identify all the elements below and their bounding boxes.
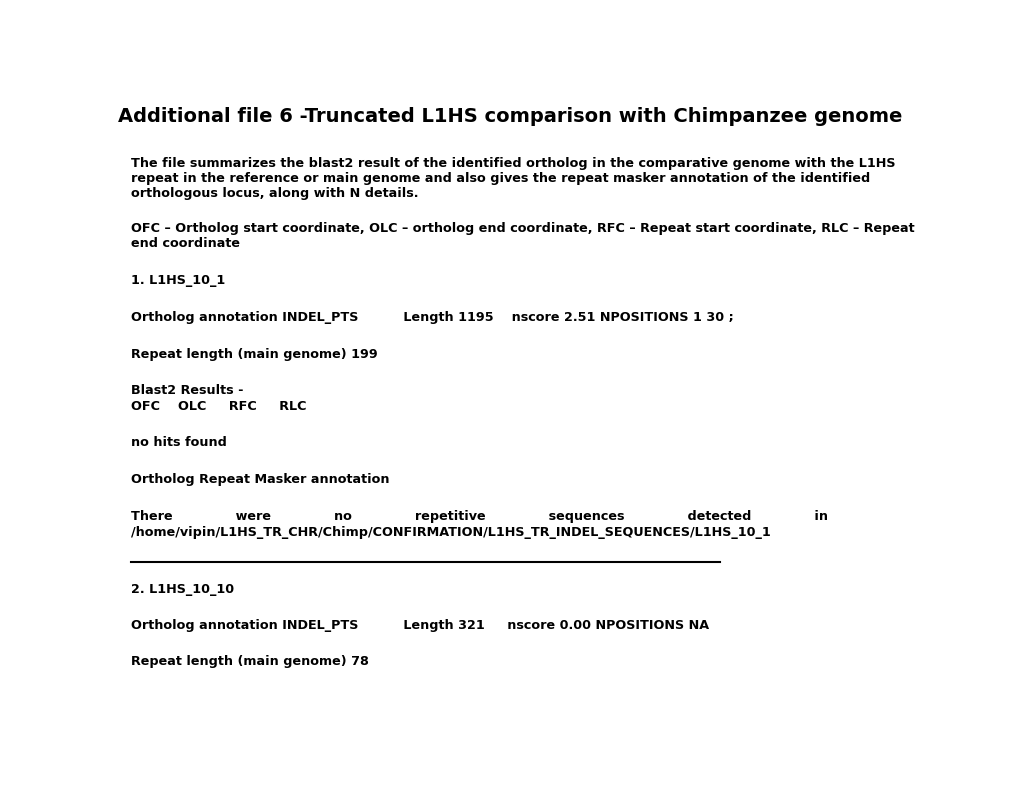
Text: repeat in the reference or main genome and also gives the repeat masker annotati: repeat in the reference or main genome a… [130, 172, 869, 185]
Text: Blast2 Results -: Blast2 Results - [130, 384, 243, 397]
Text: OFC    OLC     RFC     RLC: OFC OLC RFC RLC [130, 400, 306, 413]
Text: /home/vipin/L1HS_TR_CHR/Chimp/CONFIRMATION/L1HS_TR_INDEL_SEQUENCES/L1HS_10_1: /home/vipin/L1HS_TR_CHR/Chimp/CONFIRMATI… [130, 526, 769, 539]
Text: Repeat length (main genome) 199: Repeat length (main genome) 199 [130, 348, 377, 361]
Text: There              were              no              repetitive              seq: There were no repetitive seq [130, 510, 826, 523]
Text: orthologous locus, along with N details.: orthologous locus, along with N details. [130, 187, 418, 200]
Text: no hits found: no hits found [130, 436, 226, 449]
Text: Ortholog annotation INDEL_PTS          Length 1195    nscore 2.51 NPOSITIONS 1 3: Ortholog annotation INDEL_PTS Length 119… [130, 311, 733, 324]
Text: 2. L1HS_10_10: 2. L1HS_10_10 [130, 583, 233, 596]
Text: The file summarizes the blast2 result of the identified ortholog in the comparat: The file summarizes the blast2 result of… [130, 157, 895, 170]
Text: end coordinate: end coordinate [130, 237, 239, 250]
Text: OFC – Ortholog start coordinate, OLC – ortholog end coordinate, RFC – Repeat sta: OFC – Ortholog start coordinate, OLC – o… [130, 222, 913, 235]
Text: Additional file 6 -Truncated L1HS comparison with Chimpanzee genome: Additional file 6 -Truncated L1HS compar… [118, 107, 901, 126]
Text: 1. L1HS_10_1: 1. L1HS_10_1 [130, 274, 224, 287]
Text: Ortholog Repeat Masker annotation: Ortholog Repeat Masker annotation [130, 473, 388, 486]
Text: Repeat length (main genome) 78: Repeat length (main genome) 78 [130, 655, 368, 668]
Text: Ortholog annotation INDEL_PTS          Length 321     nscore 0.00 NPOSITIONS NA: Ortholog annotation INDEL_PTS Length 321… [130, 619, 708, 632]
